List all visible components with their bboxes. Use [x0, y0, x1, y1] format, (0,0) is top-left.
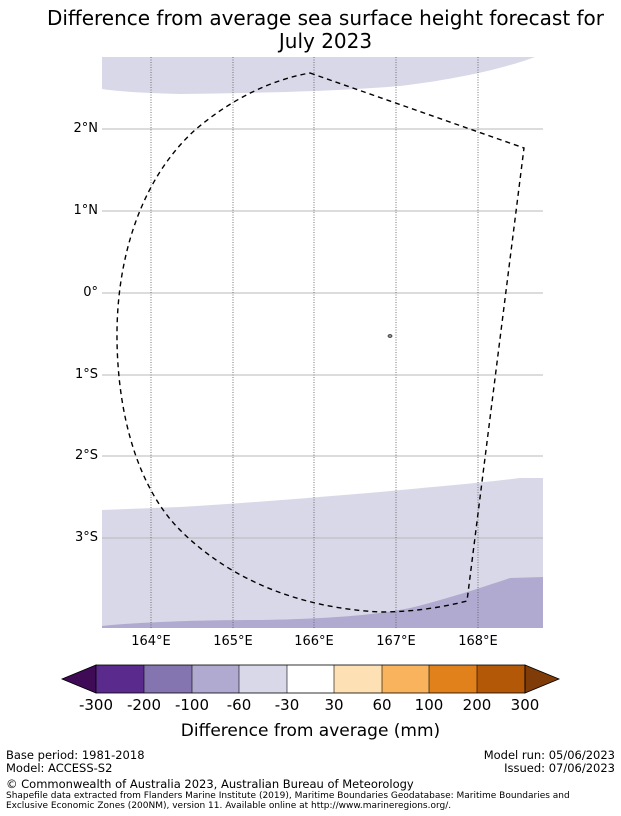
title-line-2: July 2023 — [278, 29, 373, 53]
colorbar-tick: -200 — [126, 696, 162, 714]
colorbar-extend-low — [60, 664, 97, 694]
colorbar-bin — [287, 665, 334, 693]
model-run: Model run: 05/06/2023 — [483, 748, 615, 762]
colorbar-tick: -30 — [274, 696, 300, 714]
shapefile-credit-1: Shapefile data extracted from Flanders M… — [6, 791, 570, 801]
colorbar-bin — [429, 665, 477, 693]
lat-label-1n: 1°N — [73, 203, 99, 218]
lon-label-168e: 168°E — [458, 634, 498, 649]
lat-label-3s: 3°S — [74, 530, 98, 545]
lat-label-0: 0° — [83, 285, 98, 300]
colorbar-tick: 30 — [324, 696, 344, 714]
colorbar-tick: 300 — [510, 696, 540, 714]
lon-label-165e: 165°E — [213, 634, 253, 649]
colorbar-title: Difference from average (mm) — [180, 721, 441, 741]
colorbar-bin — [382, 665, 429, 693]
anomaly-band-top — [102, 57, 535, 94]
colorbar-bin — [192, 665, 239, 693]
chart-title: Difference from average sea surface heig… — [0, 7, 621, 53]
colorbar-bin — [334, 665, 382, 693]
model-name: Model: ACCESS-S2 — [6, 761, 113, 775]
shapefile-credit-2: Exclusive Economic Zones (200NM), versio… — [6, 801, 452, 811]
anomaly-band-bottom-deep — [102, 577, 543, 628]
lon-label-164e: 164°E — [131, 634, 171, 649]
colorbar-bin — [477, 665, 525, 693]
lat-label-2s: 2°S — [74, 448, 98, 463]
lon-label-166e: 166°E — [294, 634, 334, 649]
colorbar-tick: -300 — [78, 696, 114, 714]
colorbar-tick: 100 — [414, 696, 444, 714]
anomaly-band-bottom — [102, 478, 543, 628]
colorbar-tick: -60 — [226, 696, 252, 714]
lat-label-1s: 1°S — [74, 367, 98, 382]
lon-gridlines — [150, 57, 479, 628]
colorbar-bin — [239, 665, 287, 693]
issued-date: Issued: 07/06/2023 — [504, 761, 615, 775]
colorbar-tick: 60 — [372, 696, 392, 714]
colorbar-bin — [144, 665, 192, 693]
colorbar-extend-high — [524, 664, 561, 694]
lon-label-167e: 167°E — [376, 634, 416, 649]
colorbar-tick: -100 — [174, 696, 210, 714]
copyright: © Commonwealth of Australia 2023, Austra… — [6, 777, 414, 791]
colorbar — [60, 664, 561, 694]
lat-label-2n: 2°N — [73, 121, 99, 136]
title-line-1: Difference from average sea surface heig… — [46, 6, 605, 30]
base-period: Base period: 1981-2018 — [6, 748, 145, 762]
island — [387, 334, 393, 338]
colorbar-tick: 200 — [462, 696, 492, 714]
lat-gridlines — [102, 128, 543, 539]
colorbar-bin — [96, 665, 144, 693]
